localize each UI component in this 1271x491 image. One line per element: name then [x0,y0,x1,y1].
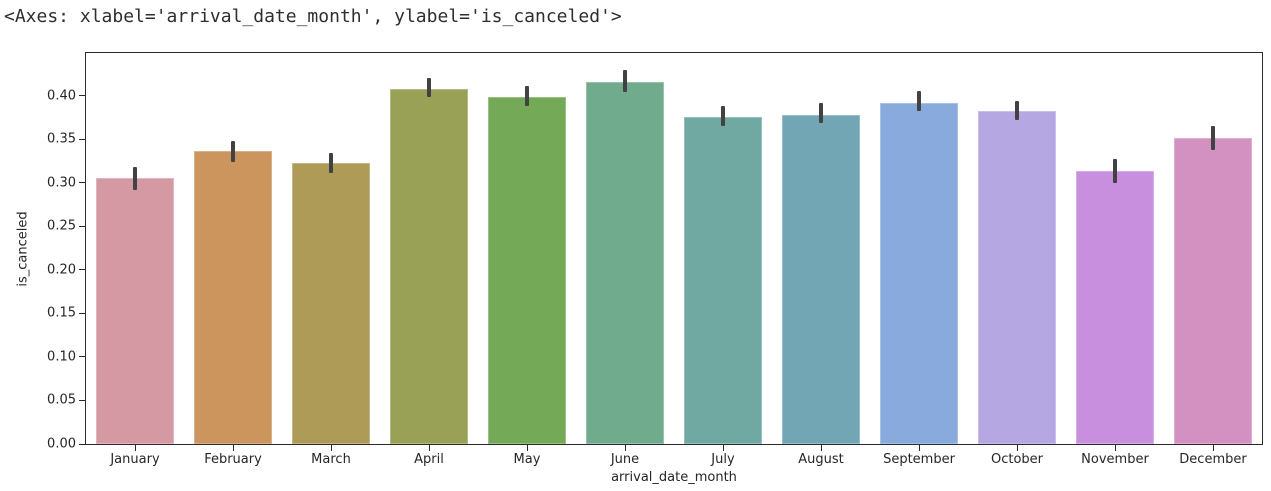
y-tick-label: 0.05 [47,392,76,408]
y-tick-mark [79,443,85,445]
y-tick-mark [79,356,85,358]
error-bar-december [1211,126,1215,150]
bar-april [389,88,469,444]
bar-october [977,111,1057,444]
error-bar-november [1113,159,1117,183]
x-tick-mark [1114,445,1116,451]
x-tick-mark [624,445,626,451]
error-bar-october [1015,100,1019,121]
y-tick-label: 0.30 [47,175,76,191]
x-tick-mark [134,445,136,451]
x-axis-label: arrival_date_month [611,470,737,485]
x-tick-mark [1212,445,1214,451]
x-tick-label-january: January [110,452,160,467]
bar-may [487,97,567,444]
y-tick-label: 0.25 [47,218,76,234]
x-tick-label-february: February [204,452,262,467]
bar-december [1173,138,1253,444]
bar-november [1075,171,1155,444]
error-bar-march [329,153,333,174]
y-tick-mark [79,312,85,314]
y-tick-mark [79,225,85,227]
y-tick-mark [79,269,85,271]
bar-august [781,114,861,444]
error-bar-january [133,167,137,190]
y-tick-label: 0.40 [47,88,76,104]
bar-september [879,102,959,444]
x-tick-label-march: March [311,452,351,467]
x-tick-label-april: April [414,452,444,467]
x-tick-mark [232,445,234,451]
y-axis-label: is_canceled [15,210,31,287]
y-tick-label: 0.20 [47,262,76,278]
x-tick-mark [428,445,430,451]
error-bar-may [525,86,529,107]
y-tick-mark [79,138,85,140]
x-tick-label-november: November [1081,452,1149,467]
bar-june [585,81,665,444]
x-tick-mark [526,445,528,451]
error-bar-april [427,78,431,98]
y-tick-label: 0.15 [47,305,76,321]
plot-area: is_canceled arrival_date_month 0.00 0.05 0… [16,52,1263,484]
x-tick-mark [330,445,332,451]
bar-march [291,162,371,444]
y-tick-mark [79,182,85,184]
y-tick-mark [79,95,85,97]
x-tick-mark [1016,445,1018,451]
x-tick-label-october: October [990,452,1044,467]
y-tick-mark [79,399,85,401]
y-tick-label: 0.00 [47,436,76,452]
bar-january [95,178,175,444]
error-bar-june [623,70,627,93]
error-bar-august [819,102,823,123]
bar-february [193,151,273,444]
error-bar-february [231,140,235,162]
x-tick-mark [722,445,724,451]
bar-july [683,117,763,444]
error-bar-september [917,91,921,112]
x-tick-label-december: December [1179,452,1247,467]
x-tick-label-june: June [610,452,640,467]
x-tick-label-september: September [883,452,955,467]
error-bar-july [721,106,725,127]
x-tick-label-august: August [798,452,844,467]
y-tick-label: 0.10 [47,349,76,365]
y-tick-label: 0.35 [47,131,76,147]
axes-repr-text: <Axes: xlabel='arrival_date_month', ylab… [4,6,622,27]
x-tick-mark [918,445,920,451]
x-tick-label-may: May [513,452,541,467]
x-tick-label-july: July [711,452,735,467]
x-tick-mark [820,445,822,451]
